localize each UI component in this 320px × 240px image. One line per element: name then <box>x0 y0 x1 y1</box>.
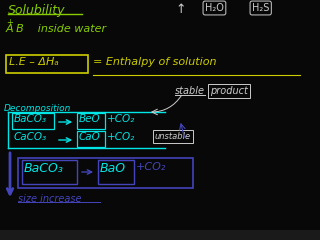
Text: +CO₂: +CO₂ <box>107 132 135 142</box>
Bar <box>6 55 88 73</box>
Text: +CO₂: +CO₂ <box>136 162 166 172</box>
Bar <box>0 230 320 240</box>
Text: ↑: ↑ <box>175 3 186 16</box>
Text: unstable: unstable <box>155 132 191 141</box>
Text: L.E – ΔHₐ: L.E – ΔHₐ <box>9 57 59 67</box>
Text: product: product <box>210 86 248 96</box>
Bar <box>22 160 77 184</box>
Bar <box>12 113 54 129</box>
Text: BaO: BaO <box>100 162 126 175</box>
Text: Solubility: Solubility <box>8 4 66 17</box>
Text: BaCO₃: BaCO₃ <box>24 162 64 175</box>
Text: +: + <box>6 18 13 27</box>
Text: A B    inside water: A B inside water <box>6 24 107 34</box>
Text: H₂O: H₂O <box>205 3 224 13</box>
Bar <box>77 113 105 129</box>
Text: H₂S: H₂S <box>252 3 269 13</box>
Text: BeO: BeO <box>79 114 100 124</box>
Text: stable: stable <box>175 86 205 96</box>
Bar <box>98 160 134 184</box>
Text: = Enthalpy of solution: = Enthalpy of solution <box>93 57 217 67</box>
Text: Decomposition: Decomposition <box>4 104 71 113</box>
Text: size increase: size increase <box>18 194 82 204</box>
Bar <box>77 131 105 147</box>
Text: CaO: CaO <box>79 132 101 142</box>
Bar <box>18 158 193 188</box>
Text: +CO₂: +CO₂ <box>107 114 135 124</box>
Text: CaCO₃: CaCO₃ <box>14 132 47 142</box>
Text: BaCO₃: BaCO₃ <box>14 114 47 124</box>
